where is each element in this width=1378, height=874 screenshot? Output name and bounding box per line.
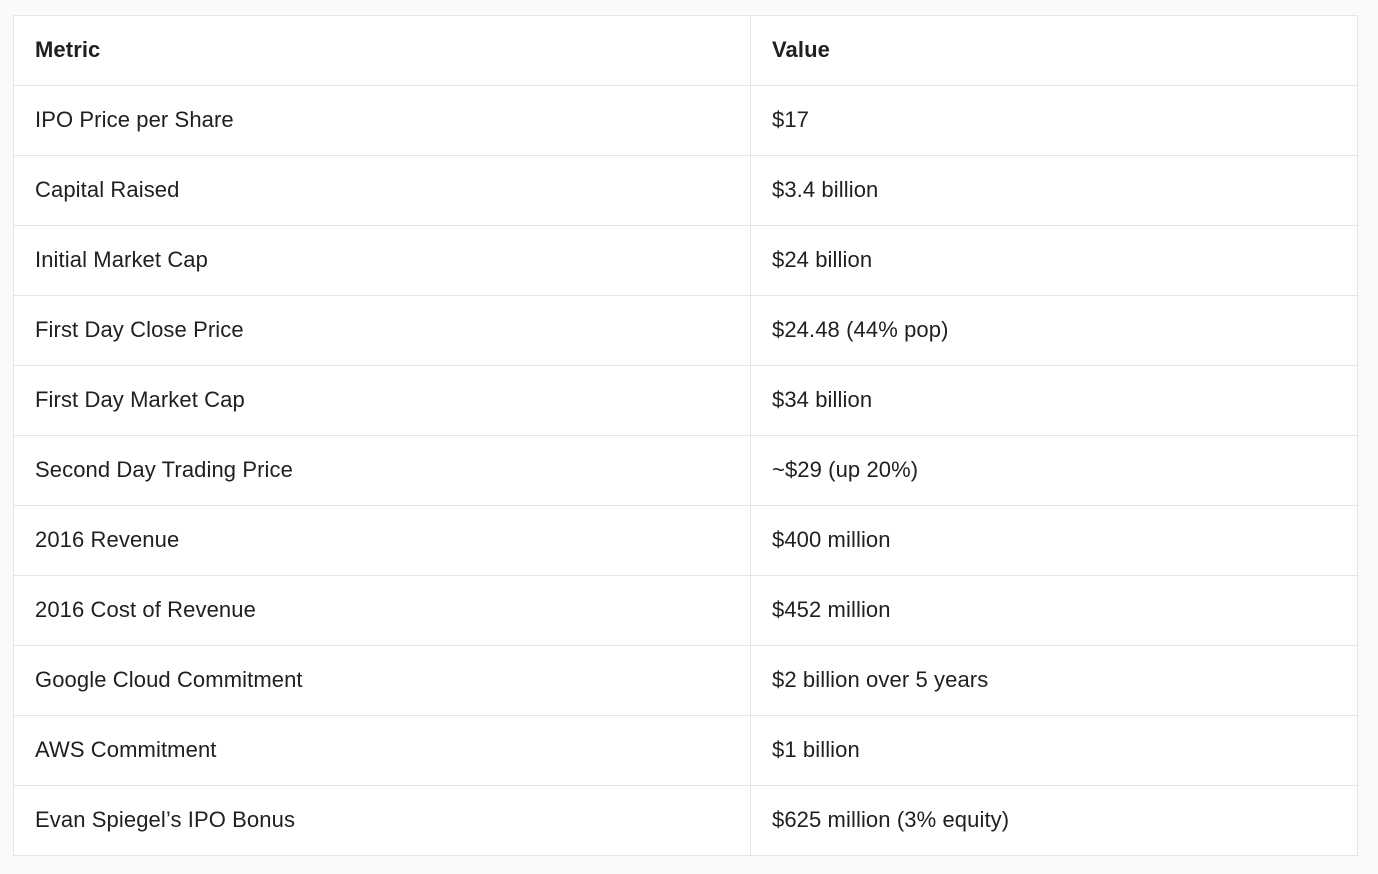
table-row: Initial Market Cap $24 billion [13, 225, 1358, 296]
metric-cell: Evan Spiegel’s IPO Bonus [13, 785, 751, 856]
metric-cell: First Day Close Price [13, 295, 751, 366]
value-cell: $17 [750, 85, 1358, 156]
table-row: Capital Raised $3.4 billion [13, 155, 1358, 226]
metrics-table: Metric Value IPO Price per Share $17 Cap… [13, 15, 1358, 856]
metric-cell: AWS Commitment [13, 715, 751, 786]
value-cell: $24.48 (44% pop) [750, 295, 1358, 366]
table-row: 2016 Revenue $400 million [13, 505, 1358, 576]
value-cell: ~$29 (up 20%) [750, 435, 1358, 506]
value-cell: $400 million [750, 505, 1358, 576]
value-cell: $3.4 billion [750, 155, 1358, 226]
metric-cell: 2016 Revenue [13, 505, 751, 576]
table-header-row: Metric Value [13, 15, 1358, 86]
metric-cell: Google Cloud Commitment [13, 645, 751, 716]
table-row: 2016 Cost of Revenue $452 million [13, 575, 1358, 646]
table-row: First Day Market Cap $34 billion [13, 365, 1358, 436]
metric-cell: First Day Market Cap [13, 365, 751, 436]
value-cell: $24 billion [750, 225, 1358, 296]
table-row: Second Day Trading Price ~$29 (up 20%) [13, 435, 1358, 506]
metric-cell: IPO Price per Share [13, 85, 751, 156]
metric-cell: Capital Raised [13, 155, 751, 226]
table-row: Evan Spiegel’s IPO Bonus $625 million (3… [13, 785, 1358, 856]
metric-cell: Second Day Trading Price [13, 435, 751, 506]
metric-cell: 2016 Cost of Revenue [13, 575, 751, 646]
table-row: AWS Commitment $1 billion [13, 715, 1358, 786]
column-header-metric: Metric [13, 15, 751, 86]
table-row: Google Cloud Commitment $2 billion over … [13, 645, 1358, 716]
column-header-value: Value [750, 15, 1358, 86]
value-cell: $34 billion [750, 365, 1358, 436]
value-cell: $452 million [750, 575, 1358, 646]
value-cell: $1 billion [750, 715, 1358, 786]
table-row: IPO Price per Share $17 [13, 85, 1358, 156]
table-row: First Day Close Price $24.48 (44% pop) [13, 295, 1358, 366]
value-cell: $2 billion over 5 years [750, 645, 1358, 716]
metric-cell: Initial Market Cap [13, 225, 751, 296]
value-cell: $625 million (3% equity) [750, 785, 1358, 856]
